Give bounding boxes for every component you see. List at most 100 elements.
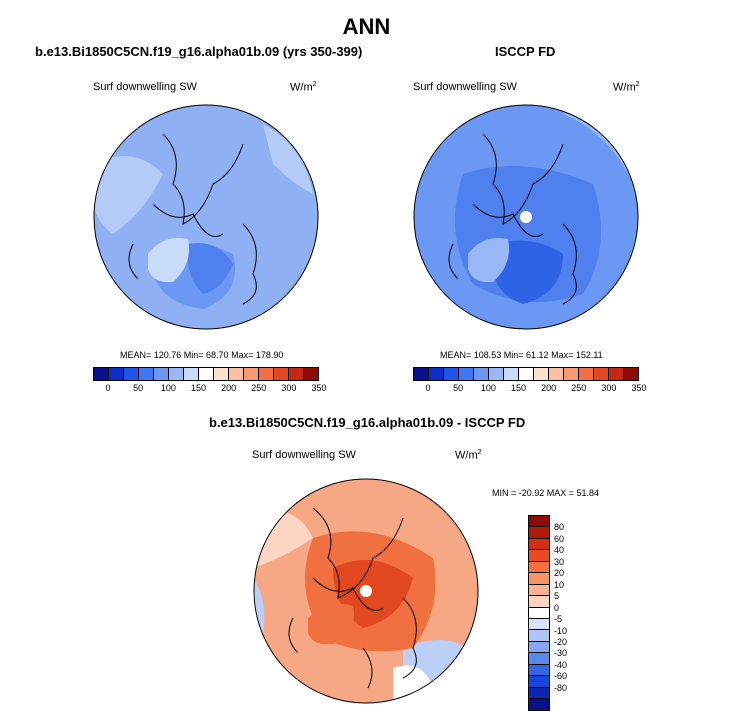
model-colorbar-swatch	[94, 368, 109, 380]
obs-colorbar-swatch	[624, 368, 638, 380]
diff-missing-pole	[360, 585, 372, 597]
diff-colorbar-swatch	[529, 653, 549, 665]
diff-colorbar-swatch	[529, 527, 549, 539]
model-low-region	[188, 243, 233, 294]
model-units-label: W/m2	[290, 81, 317, 94]
diff-colorbar-swatch	[529, 641, 549, 654]
diff-colorbar-swatch	[529, 618, 549, 631]
diff-greenland	[308, 603, 354, 645]
diff-polar-map	[253, 478, 479, 704]
model-colorbar-label: 300	[281, 383, 297, 393]
model-colorbar-swatch	[154, 368, 169, 380]
obs-colorbar-label: 300	[601, 383, 617, 393]
diff-colorbar-swatch	[529, 538, 549, 551]
obs-panel-title: ISCCP FD	[495, 44, 556, 59]
diff-colorbar-label: 0	[554, 602, 560, 613]
model-colorbar: 0 50 100 150 200 250 300 350	[93, 367, 327, 393]
diff-colorbar-swatch	[529, 550, 549, 562]
model-colorbar-swatch	[229, 368, 244, 380]
diff-colorbar-swatch	[529, 516, 549, 528]
obs-colorbar: 0 50 100 150 200 250 300 350	[413, 367, 647, 393]
diff-colorbar-label: -10	[554, 625, 568, 636]
model-stats: MEAN= 120.76 Min= 68.70 Max= 178.90	[120, 350, 284, 360]
obs-polar-map	[413, 104, 639, 330]
obs-colorbar-label: 350	[631, 383, 647, 393]
obs-colorbar-label: 250	[571, 383, 587, 393]
diff-colorbar-swatch	[529, 687, 549, 699]
obs-units-label: W/m2	[613, 81, 640, 94]
obs-colorbar-swatch	[549, 368, 564, 380]
diff-panel-title: b.e13.Bi1850C5CN.f19_g16.alpha01b.09 - I…	[209, 415, 526, 430]
diff-colorbar-label: -80	[554, 682, 568, 693]
model-colorbar-swatch	[214, 368, 229, 380]
model-colorbar-swatch	[289, 368, 304, 380]
diff-colorbar-swatch	[529, 676, 549, 688]
diff-colorbar-label: -5	[554, 614, 563, 625]
diff-white-region	[393, 665, 433, 703]
model-colorbar-label: 200	[221, 383, 237, 393]
obs-colorbar-swatch	[504, 368, 519, 380]
model-light-region-2	[263, 124, 313, 194]
diff-colorbar-label: -60	[554, 671, 568, 682]
model-colorbar-label: 100	[160, 383, 176, 393]
diff-colorbar-swatch	[529, 630, 549, 642]
obs-colorbar-swatch	[474, 368, 489, 380]
model-colorbar-label: 0	[105, 383, 111, 393]
diff-colorbar	[528, 515, 550, 711]
diff-colorbar-label: 20	[554, 568, 565, 579]
diff-colorbar-label: -30	[554, 648, 568, 659]
diff-colorbar-swatch	[529, 699, 549, 711]
diff-colorbar-swatch	[529, 607, 549, 619]
diff-colorbar-swatch	[529, 664, 549, 677]
diff-colorbar-swatch	[529, 596, 549, 608]
diff-colorbar-swatch	[529, 573, 549, 585]
model-colorbar-swatch	[259, 368, 274, 380]
obs-colorbar-swatch	[579, 368, 594, 380]
obs-colorbar-swatch	[609, 368, 624, 380]
model-colorbar-label: 250	[251, 383, 267, 393]
diff-colorbar-label: 80	[554, 522, 565, 533]
obs-colorbar-swatch	[519, 368, 534, 380]
model-colorbar-swatch	[244, 368, 259, 380]
diff-variable-label: Surf downwelling SW	[252, 449, 356, 461]
diff-colorbar-labels: 80 60 40 30 20 10 5 0 -5 -10 -20 -30 -40 -60 -80	[554, 515, 584, 711]
obs-stats: MEAN= 108.53 Min= 61.12 Max= 152.11	[440, 350, 603, 360]
diff-colorbar-swatch	[529, 561, 549, 574]
model-colorbar-swatch	[169, 368, 184, 380]
model-colorbar-swatch	[274, 368, 289, 380]
obs-colorbar-swatch	[459, 368, 474, 380]
obs-colorbar-label: 100	[480, 383, 496, 393]
obs-colorbar-label: 200	[541, 383, 557, 393]
model-colorbar-swatch	[139, 368, 154, 380]
obs-greenland	[468, 238, 509, 283]
diff-colorbar-label: 40	[554, 545, 565, 556]
obs-colorbar-label: 0	[425, 383, 431, 393]
model-variable-label: Surf downwelling SW	[93, 81, 197, 93]
model-colorbar-swatch	[109, 368, 124, 380]
obs-variable-label: Surf downwelling SW	[413, 81, 517, 93]
model-colorbar-swatch	[184, 368, 199, 380]
diff-colorbar-label: 10	[554, 579, 565, 590]
model-colorbar-swatch	[199, 368, 214, 380]
obs-colorbar-swatch	[564, 368, 579, 380]
obs-colorbar-label: 50	[453, 383, 464, 393]
obs-colorbar-swatch	[429, 368, 444, 380]
model-coastline	[128, 133, 257, 305]
model-light-region	[94, 156, 163, 234]
obs-colorbar-swatch	[594, 368, 609, 380]
obs-low-region	[493, 240, 563, 304]
diff-colorbar-label: 60	[554, 533, 565, 544]
model-greenland	[148, 238, 189, 283]
diff-coastline	[288, 507, 417, 689]
diff-colorbar-label: -20	[554, 636, 568, 647]
model-polar-map	[93, 104, 319, 330]
diff-stats: MIN = -20.92 MAX = 51.84	[492, 488, 600, 498]
obs-colorbar-swatch	[414, 368, 429, 380]
diff-colorbar-label: 30	[554, 556, 565, 567]
model-colorbar-label: 50	[133, 383, 144, 393]
diff-units-label: W/m2	[455, 449, 482, 462]
model-colorbar-swatch	[304, 368, 318, 380]
obs-coastline	[448, 133, 577, 305]
model-colorbar-label: 150	[190, 383, 206, 393]
obs-missing-pole	[520, 211, 532, 223]
